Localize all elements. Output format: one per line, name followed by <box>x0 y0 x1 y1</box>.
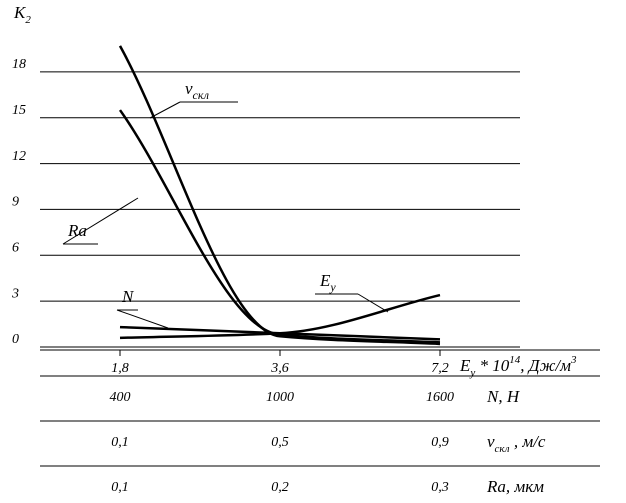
label-part: скл <box>193 88 209 102</box>
label-part: , м/с <box>510 432 546 451</box>
x-tick-label: 1000 <box>266 390 294 405</box>
series-label: N <box>121 287 135 306</box>
label-part: 2 <box>25 14 31 26</box>
series-label: Ra <box>67 221 87 240</box>
x-tick-label: 1600 <box>426 390 454 405</box>
x-tick-label: 400 <box>110 390 131 405</box>
curve <box>118 45 441 346</box>
label-part: Ra <box>67 221 87 240</box>
x-tick-label: 1,8 <box>111 361 129 376</box>
x-tick-label: 0,2 <box>271 480 289 495</box>
secondary-axis-label: Ra, мкм <box>486 477 544 496</box>
label-part: , Дж/м <box>520 356 571 375</box>
secondary-axis-label: N, H <box>486 387 521 406</box>
y-tick-label: 12 <box>12 149 26 164</box>
curve <box>119 293 441 340</box>
label-part: 14 <box>509 354 521 366</box>
y-tick-label: 15 <box>12 103 26 118</box>
x-tick-label: 0,1 <box>111 480 129 495</box>
label-part: v <box>185 79 193 98</box>
series-label: vскл <box>185 79 209 102</box>
y-axis-label: K2 <box>13 3 31 26</box>
y-tick-label: 0 <box>12 332 19 347</box>
y-tick-label: 3 <box>11 286 19 301</box>
x-tick-label: 0,5 <box>271 435 289 450</box>
label-part: N <box>121 287 135 306</box>
label-part: 3 <box>570 354 577 366</box>
leader-line <box>357 293 389 313</box>
label-part: * 10 <box>475 356 510 375</box>
x-tick-label: 0,3 <box>431 480 449 495</box>
x-tick-label: 0,1 <box>111 435 129 450</box>
leader-line <box>116 309 169 329</box>
label-part: y <box>469 367 475 379</box>
y-tick-label: 9 <box>12 195 19 210</box>
leader-line <box>149 101 181 119</box>
curve <box>118 109 441 344</box>
secondary-axis-label: vскл , м/с <box>487 432 546 455</box>
x-tick-label: 0,9 <box>431 435 449 450</box>
label-part: K <box>13 3 27 22</box>
leader-line <box>62 197 139 245</box>
x-tick-label: 7,2 <box>431 361 449 376</box>
label-part: y <box>329 280 336 294</box>
label-part: скл <box>495 443 510 455</box>
label-part: v <box>487 432 495 451</box>
x-axis-label: Ey * 1014, Дж/м3 <box>459 354 577 379</box>
label-part: E <box>319 271 331 290</box>
y-tick-label: 6 <box>12 241 19 256</box>
series-label: Ey <box>319 271 336 294</box>
x-tick-label: 3,6 <box>270 361 289 376</box>
label-part: E <box>459 356 471 375</box>
y-tick-label: 18 <box>12 57 26 72</box>
